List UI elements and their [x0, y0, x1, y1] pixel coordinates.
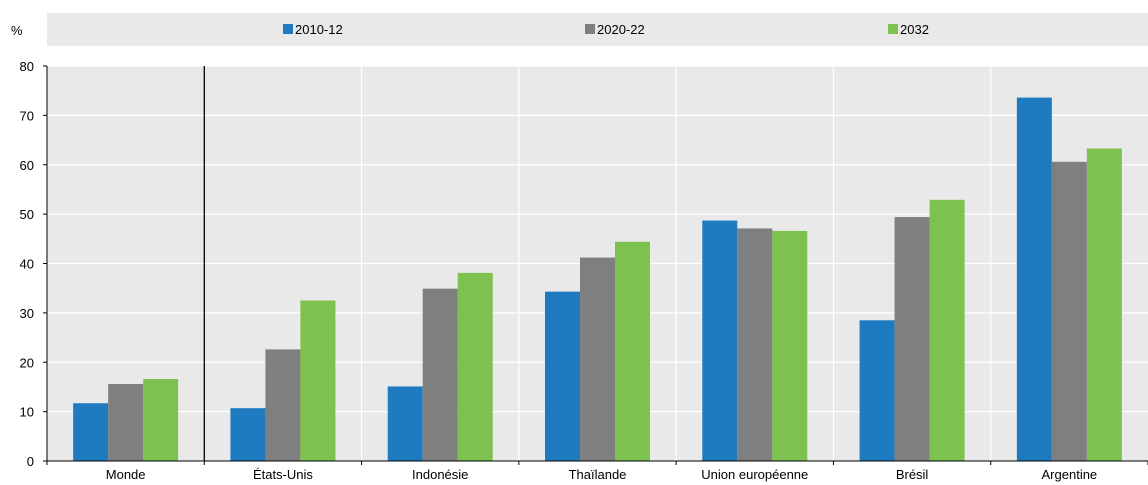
bar — [859, 320, 895, 461]
axes — [43, 65, 1148, 465]
bar — [737, 228, 773, 461]
bar — [387, 386, 423, 461]
bar — [1016, 97, 1052, 461]
bar — [894, 217, 930, 461]
bar — [929, 199, 965, 461]
x-tick-label: Argentine — [1042, 467, 1098, 482]
bar — [545, 291, 580, 461]
legend-label: 2010-12 — [295, 22, 343, 37]
y-tick-label: 0 — [27, 454, 34, 469]
bar — [580, 257, 615, 461]
bar — [143, 379, 179, 461]
x-tick-label: Brésil — [896, 467, 929, 482]
bar — [265, 349, 301, 461]
legend-background — [47, 13, 1148, 46]
legend-swatch — [585, 24, 595, 34]
y-tick-label: 60 — [20, 158, 34, 173]
legend-label: 2020-22 — [597, 22, 645, 37]
bar — [457, 272, 493, 461]
x-tick-label: Union européenne — [701, 467, 808, 482]
bar — [230, 408, 266, 461]
bar — [615, 241, 650, 461]
bars — [73, 97, 1122, 462]
x-tick-label: Thaïlande — [569, 467, 627, 482]
x-tick-label: États-Unis — [253, 467, 313, 482]
legend-swatch — [888, 24, 898, 34]
bar — [422, 288, 458, 461]
y-tick-label: 70 — [20, 108, 34, 123]
bar — [772, 230, 808, 461]
bar — [1086, 148, 1122, 462]
bar — [702, 220, 738, 461]
y-tick-label: 20 — [20, 355, 34, 370]
y-tick-label: 10 — [20, 405, 34, 420]
bar — [108, 383, 144, 461]
legend-swatch — [283, 24, 293, 34]
x-tick-label: Monde — [106, 467, 146, 482]
y-axis-label: % — [11, 23, 23, 38]
bar — [1051, 161, 1087, 461]
y-tick-label: 80 — [20, 59, 34, 74]
x-tick-label: Indonésie — [412, 467, 468, 482]
bar — [73, 403, 109, 461]
x-tick-labels: Monde États-Unis Indonésie Thaïlande Union e… — [106, 467, 1097, 482]
y-tick-label: 50 — [20, 207, 34, 222]
y-tick-label: 40 — [20, 257, 34, 272]
y-tick-label: 30 — [20, 306, 34, 321]
y-tick-labels: 0 10 20 30 40 50 60 70 80 — [20, 59, 34, 469]
legend: 2010-12 2020-22 2032 — [283, 22, 929, 37]
bar — [300, 300, 336, 461]
legend-label: 2032 — [900, 22, 929, 37]
